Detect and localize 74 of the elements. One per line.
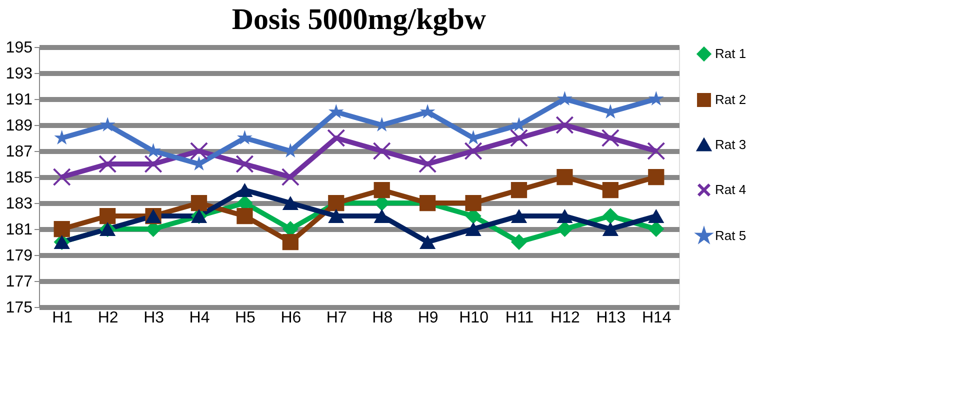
legend-label: Rat 3 [715,137,746,152]
y-tick-label: 177 [6,274,33,290]
legend-label: Rat 1 [715,46,746,61]
x-tick-label: H9 [418,310,438,326]
point [328,104,344,119]
point [556,168,573,186]
point [374,182,390,198]
point [510,234,528,250]
point [190,142,208,160]
x-tick-label: H12 [550,310,580,326]
x-tick-label: H6 [280,310,302,326]
x-tick-label: H14 [642,310,672,326]
y-tick-label: 191 [6,92,33,108]
point [647,142,666,160]
x-tick-label: H4 [189,310,210,326]
y-tick-label: 187 [6,144,33,160]
legend-label: Rat 4 [715,182,746,197]
point [465,222,482,236]
x-tick-label: H1 [52,310,73,326]
y-tick-label: 181 [6,222,33,238]
point [557,90,572,106]
point [556,209,573,223]
y-tick-label: 183 [6,196,33,212]
point [100,116,116,132]
y-tick-label: 195 [6,40,33,56]
point [54,220,70,238]
point [236,154,254,174]
point [602,222,618,236]
point [144,154,162,174]
point [510,209,528,223]
point [510,182,528,198]
legend-label: Rat 5 [715,228,746,243]
point [510,128,528,148]
point [190,194,208,212]
y-tick-label: 189 [6,118,33,134]
point [601,128,620,148]
point [327,128,346,148]
point [328,209,344,223]
y-tick-label: 175 [6,300,33,316]
point [602,182,618,198]
point [420,104,436,119]
point [372,142,391,160]
point [282,196,298,210]
point [374,209,390,223]
point [237,130,252,145]
point [98,154,117,174]
point [418,154,437,174]
y-tick-label: 193 [6,66,33,82]
x-tick-label: H3 [144,310,164,326]
point [281,168,300,186]
y-tick-label: 185 [6,170,33,186]
legend-label: Rat 2 [715,92,746,107]
x-tick-label: H7 [326,310,347,326]
x-tick-label: H5 [234,310,256,326]
y-tick-label: 179 [6,248,33,264]
x-tick-label: H13 [596,310,626,326]
point [464,142,482,160]
point [282,234,298,250]
point [100,208,116,224]
point [648,209,664,223]
x-tick-label: H10 [459,310,489,326]
point [648,90,664,106]
point [236,183,253,197]
chart-title: Dosis 5000mg/kgbw [232,3,486,36]
point [420,235,436,249]
x-tick-label: H8 [372,310,393,326]
point [602,208,618,224]
point [236,208,253,224]
point [648,168,664,186]
x-tick-label: H2 [98,310,118,326]
x-tick-label: H11 [505,310,534,326]
point [52,168,71,186]
point [465,194,482,212]
point [556,116,574,134]
